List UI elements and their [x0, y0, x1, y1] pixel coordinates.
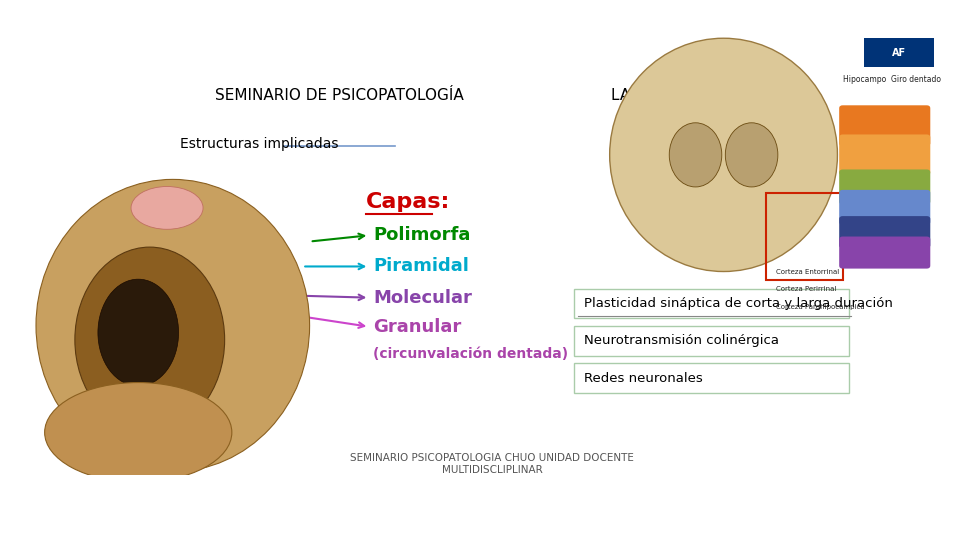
FancyBboxPatch shape — [574, 288, 849, 319]
Ellipse shape — [726, 123, 778, 187]
Text: SEMINARIO DE PSICOPATOLOGÍA: SEMINARIO DE PSICOPATOLOGÍA — [215, 87, 464, 103]
Ellipse shape — [610, 38, 837, 272]
Ellipse shape — [669, 123, 722, 187]
FancyBboxPatch shape — [839, 190, 930, 225]
Text: AF: AF — [892, 48, 906, 58]
Ellipse shape — [75, 247, 225, 433]
Text: Piramidal: Piramidal — [372, 258, 468, 275]
FancyBboxPatch shape — [839, 105, 930, 146]
FancyBboxPatch shape — [839, 216, 930, 248]
Text: Neurotransmisión colinérgica: Neurotransmisión colinérgica — [584, 334, 779, 347]
Text: Polimorfa: Polimorfa — [372, 226, 470, 244]
FancyBboxPatch shape — [574, 326, 849, 356]
Text: Corteza Entorrinal: Corteza Entorrinal — [776, 268, 839, 274]
Ellipse shape — [131, 186, 203, 230]
Text: MULTIDISCLIPLINAR: MULTIDISCLIPLINAR — [442, 465, 542, 475]
Text: Plasticidad sináptica de corta y larga duración: Plasticidad sináptica de corta y larga d… — [584, 297, 893, 310]
Text: (circunvalación dentada): (circunvalación dentada) — [372, 347, 568, 361]
Text: Redes neuronales: Redes neuronales — [584, 372, 703, 385]
FancyBboxPatch shape — [839, 134, 930, 176]
Bar — [765, 193, 843, 280]
FancyBboxPatch shape — [839, 170, 930, 205]
Text: Corteza Perirrinal: Corteza Perirrinal — [776, 286, 836, 292]
Text: Hipocampo  Giro dentado: Hipocampo Giro dentado — [843, 75, 941, 84]
FancyBboxPatch shape — [839, 237, 930, 268]
Ellipse shape — [36, 179, 309, 471]
Text: Corteza Parahipocámpica: Corteza Parahipocámpica — [776, 303, 865, 310]
FancyBboxPatch shape — [574, 363, 849, 393]
Text: Granular: Granular — [372, 318, 461, 336]
Text: Molecular: Molecular — [372, 289, 471, 307]
Text: Estructuras implicadas: Estructuras implicadas — [180, 137, 338, 151]
Ellipse shape — [98, 279, 179, 386]
Text: LA MEMORIA: LA MEMORIA — [611, 87, 708, 103]
Ellipse shape — [44, 382, 231, 482]
Text: Capas:: Capas: — [366, 192, 450, 212]
Bar — [864, 38, 934, 68]
Text: SEMINARIO PSICOPATOLOGIA CHUO UNIDAD DOCENTE: SEMINARIO PSICOPATOLOGIA CHUO UNIDAD DOC… — [350, 453, 634, 463]
